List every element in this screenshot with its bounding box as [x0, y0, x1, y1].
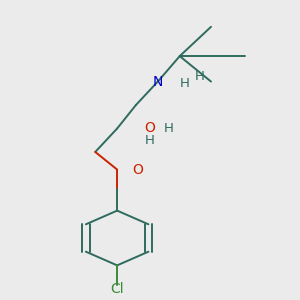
Text: H: H [195, 70, 205, 83]
Text: O: O [132, 163, 143, 177]
Text: H: H [164, 122, 174, 135]
Text: H: H [145, 134, 155, 147]
Text: H: H [179, 77, 189, 90]
Text: N: N [153, 75, 163, 88]
Text: Cl: Cl [110, 282, 124, 296]
Text: O: O [145, 122, 155, 136]
